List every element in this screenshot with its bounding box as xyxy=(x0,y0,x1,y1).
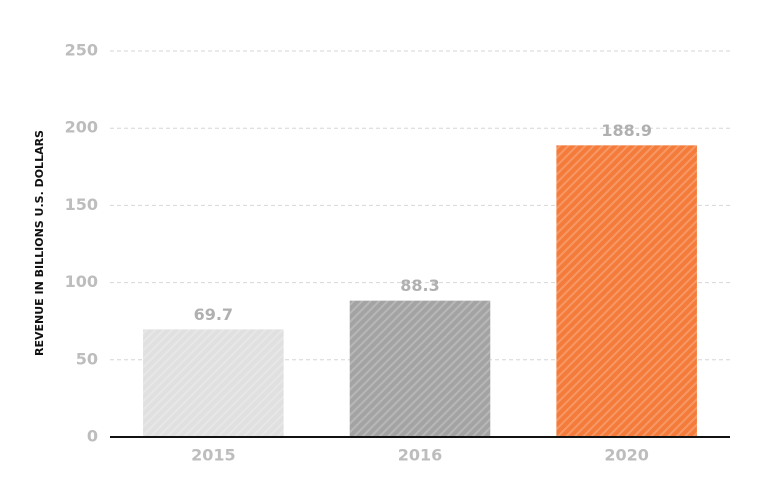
bar-hatch xyxy=(349,300,491,437)
value-label: 88.3 xyxy=(400,276,439,295)
y-axis-label: REVENUE IN BILLIONS U.S. DOLLARS xyxy=(33,130,46,356)
x-tick-label: 2016 xyxy=(398,446,443,465)
y-tick-label: 100 xyxy=(65,272,98,291)
y-tick-label: 0 xyxy=(87,427,98,446)
x-tick-label: 2015 xyxy=(191,446,236,465)
y-tick-label: 200 xyxy=(65,118,98,137)
y-tick-label: 150 xyxy=(65,195,98,214)
value-label: 188.9 xyxy=(601,121,652,140)
value-label: 69.7 xyxy=(194,305,233,324)
bar-hatch xyxy=(143,329,284,437)
bar-hatch xyxy=(556,145,697,438)
x-tick-label: 2020 xyxy=(604,446,649,465)
y-tick-label: 50 xyxy=(76,349,98,368)
y-tick-label: 250 xyxy=(65,41,98,60)
